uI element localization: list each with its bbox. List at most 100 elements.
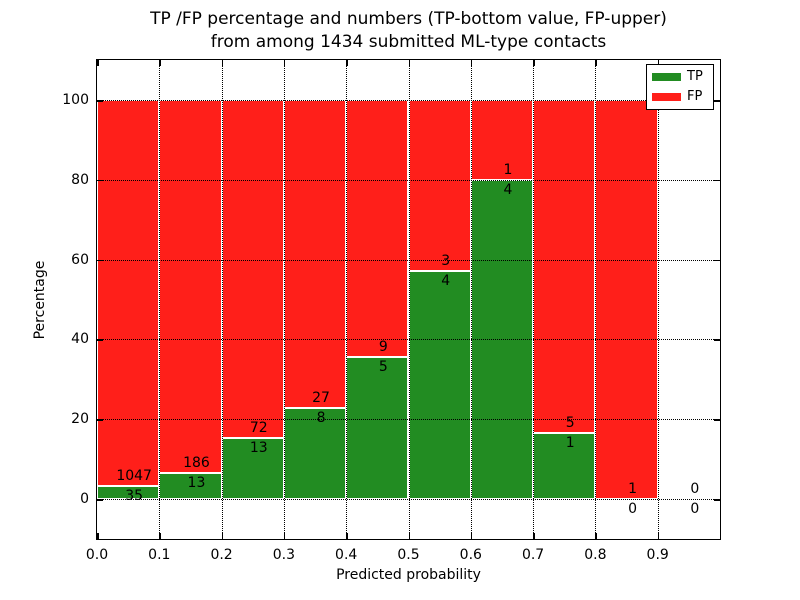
v-gridline (657, 60, 659, 539)
x-tick-top (595, 60, 597, 66)
y-tick-right (714, 100, 720, 102)
legend: TP FP (646, 64, 714, 110)
bar-tp-count: 1 (565, 434, 575, 451)
legend-label-tp: TP (687, 69, 703, 84)
v-gridline (533, 60, 535, 539)
x-tick-bottom (408, 533, 410, 539)
y-tick-label: 0 (80, 491, 89, 507)
bar-tp-count: 13 (249, 439, 268, 456)
bar-fp-count: 186 (183, 454, 210, 471)
bar-fp-segment (97, 100, 160, 487)
bar-fp-count: 27 (312, 389, 330, 406)
tp-swatch-icon (652, 73, 681, 81)
v-gridline (595, 60, 597, 539)
plot-area: 1047 35 186 13 72 13 27 8 9 5 3 4 1 4 5 1 1 0 0 0 (96, 59, 721, 540)
x-tick-top (97, 60, 99, 66)
fp-swatch-icon (652, 93, 681, 101)
y-axis-label: Percentage (32, 260, 48, 340)
legend-entry-fp: FP (652, 89, 708, 105)
y-tick-label: 20 (71, 411, 89, 428)
x-tick-top (533, 60, 535, 66)
v-gridline (346, 60, 348, 539)
bar-fp-count: 0 (690, 481, 700, 497)
legend-label-fp: FP (687, 89, 703, 104)
bar-tp-count: 13 (187, 474, 206, 491)
x-tick-label: 0.6 (459, 547, 482, 563)
x-tick-bottom (159, 533, 161, 539)
x-tick-label: 0.1 (148, 547, 171, 563)
x-tick-label: 0.2 (210, 547, 233, 563)
x-tick-label: 0.3 (272, 547, 296, 563)
bar-fp-segment (346, 100, 409, 357)
x-tick-label: 0.5 (397, 547, 420, 563)
x-tick-bottom (470, 533, 473, 539)
y-tick-label: 80 (71, 171, 89, 188)
bar-fp-segment (533, 100, 596, 433)
x-tick-label: 0.9 (646, 547, 669, 563)
bar-fp-segment (159, 100, 222, 473)
x-tick-label: 0.0 (85, 547, 109, 563)
bar-tp-count: 5 (378, 358, 388, 375)
bar-tp-segment (283, 407, 347, 499)
y-tick-label: 60 (71, 251, 89, 268)
x-tick-top (470, 60, 473, 66)
y-tick-label: 100 (62, 92, 89, 108)
x-tick-top (346, 60, 348, 66)
x-tick-top (657, 60, 660, 66)
v-gridline (470, 60, 472, 539)
bar-tp-count: 0 (690, 501, 700, 517)
x-tick-top (408, 60, 410, 66)
bar-fp-segment (221, 100, 284, 438)
y-tick-right (714, 259, 720, 262)
v-gridline (408, 60, 410, 539)
bar-tp-count: 35 (125, 488, 144, 505)
bar-fp-segment (595, 100, 658, 499)
x-tick-bottom (595, 533, 597, 539)
bar-tp-segment (97, 486, 160, 499)
bar-tp-segment (346, 356, 409, 499)
x-tick-bottom (283, 533, 286, 539)
y-tick-left (97, 339, 103, 341)
bar-tp-segment (159, 472, 222, 499)
y-tick-right (714, 419, 720, 421)
bar-tp-count: 4 (441, 273, 451, 289)
bar-fp-segment (283, 100, 347, 408)
legend-entry-tp: TP (652, 69, 708, 85)
x-tick-bottom (97, 533, 99, 539)
x-tick-bottom (533, 533, 535, 539)
x-tick-bottom (346, 533, 348, 539)
x-axis-label: Predicted probability (336, 567, 481, 583)
x-tick-label: 0.4 (335, 547, 358, 563)
x-tick-top (159, 60, 161, 66)
bar-fp-count: 72 (249, 419, 268, 436)
v-gridline (283, 60, 285, 539)
y-tick-right (714, 179, 720, 182)
bar-fp-segment (408, 100, 471, 271)
y-tick-left (97, 259, 103, 262)
x-tick-label: 0.8 (584, 547, 607, 563)
y-tick-right (714, 339, 720, 341)
x-tick-bottom (657, 533, 660, 539)
bar-tp-count: 0 (628, 501, 637, 517)
bar-tp-segment (408, 271, 471, 499)
y-tick-label: 40 (71, 331, 89, 348)
bar-fp-count: 3 (441, 253, 451, 269)
x-tick-label: 0.7 (521, 547, 545, 563)
v-gridline (221, 60, 223, 539)
chart-title-line2: from among 1434 submitted ML-type contac… (210, 32, 607, 52)
bar-fp-count: 1 (503, 161, 513, 178)
y-tick-left (97, 179, 103, 182)
bar-fp-count: 5 (565, 414, 575, 431)
bar-fp-count: 1047 (116, 468, 152, 485)
bar-tp-count: 4 (503, 181, 513, 198)
y-tick-right (714, 499, 720, 501)
bar-fp-count: 9 (378, 338, 388, 355)
bar-fp-count: 1 (628, 481, 637, 497)
y-tick-left (97, 499, 103, 501)
y-tick-left (97, 100, 103, 102)
x-tick-bottom (221, 533, 224, 539)
bar-tp-count: 8 (316, 409, 326, 426)
bar-tp-segment (221, 437, 284, 499)
v-gridline (159, 60, 161, 539)
